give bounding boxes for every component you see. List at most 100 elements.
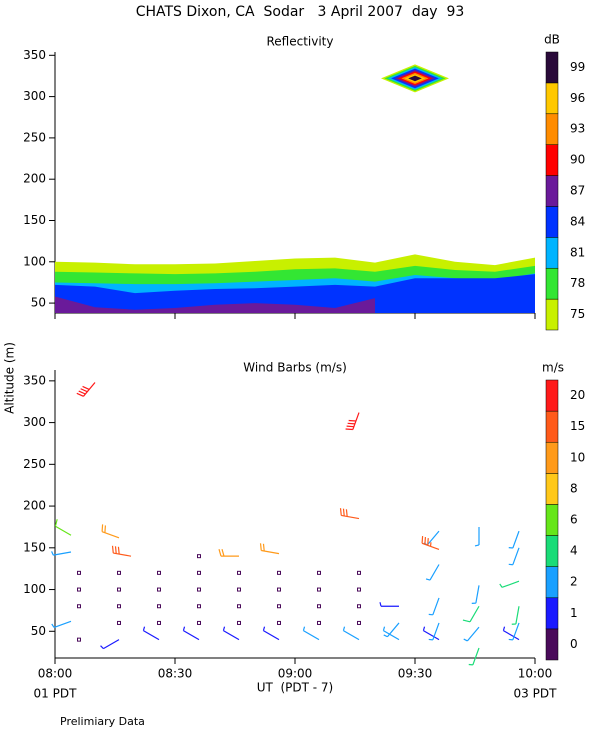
calm-marker	[157, 570, 161, 575]
wind-barb	[511, 606, 520, 625]
calm-marker	[237, 587, 241, 592]
wind-barb	[508, 530, 520, 549]
calm-marker	[357, 620, 361, 625]
wind-barb	[339, 508, 360, 520]
wind-barb	[425, 564, 440, 581]
calm-marker	[317, 604, 321, 609]
wind-barb	[499, 580, 520, 588]
colorbar-swatch	[545, 628, 559, 661]
colorbar-swatch	[545, 597, 559, 630]
y-axis-label: Altitude (m)	[3, 342, 17, 414]
contour-band	[55, 274, 535, 313]
wind-barb	[222, 626, 240, 641]
colorbar-label: 1	[570, 606, 578, 620]
calm-marker	[197, 570, 201, 575]
y-tick-label: 100	[23, 582, 46, 596]
calm-marker	[197, 620, 201, 625]
x-note: 03 PDT	[514, 687, 558, 701]
calm-marker	[117, 587, 121, 592]
panel-title: Wind Barbs (m/s)	[243, 361, 347, 375]
y-tick-label: 250	[23, 130, 46, 144]
y-tick-label: 350	[23, 373, 46, 387]
colorbar-label: 90	[570, 153, 585, 167]
calm-marker	[237, 620, 241, 625]
wind-barb	[508, 547, 520, 566]
wind-barb	[379, 602, 399, 607]
colorbar-label: 93	[570, 122, 585, 136]
x-tick-label: 08:30	[158, 667, 193, 681]
colorbar-swatch	[545, 51, 559, 84]
colorbar-swatch	[545, 237, 559, 269]
wind-barb	[428, 622, 440, 641]
colorbar-label: 2	[570, 575, 578, 589]
colorbar-label: dB	[544, 33, 560, 47]
wind-barb	[422, 626, 440, 641]
colorbar-swatch	[545, 113, 559, 145]
contour-band	[55, 296, 375, 313]
colorbar-swatch	[545, 504, 559, 536]
x-note: 01 PDT	[34, 687, 78, 701]
wind-barb	[382, 626, 400, 641]
wind-barb	[101, 524, 120, 539]
y-tick-label: 50	[31, 624, 46, 638]
calm-marker	[197, 554, 201, 559]
x-tick-label: 10:00	[518, 667, 553, 681]
y-tick-label: 300	[23, 415, 46, 429]
calm-marker	[277, 587, 281, 592]
colorbar-swatch	[545, 298, 559, 331]
x-tick-label: 09:30	[398, 667, 433, 681]
colorbar-swatch	[545, 82, 559, 115]
y-tick-label: 150	[23, 213, 46, 227]
colorbar-label: 4	[570, 544, 578, 558]
page-title: CHATS Dixon, CA Sodar 3 April 2007 day 9…	[136, 4, 465, 20]
x-axis-label: UT (PDT - 7)	[257, 681, 334, 695]
y-tick-label: 50	[31, 296, 46, 310]
wind-barb	[463, 626, 480, 642]
wind-barb	[100, 639, 120, 650]
colorbar-label: m/s	[542, 361, 564, 375]
calm-marker	[277, 604, 281, 609]
wind-barb	[76, 382, 96, 397]
calm-marker	[77, 604, 81, 609]
y-tick-label: 200	[23, 172, 46, 186]
calm-marker	[237, 604, 241, 609]
wind-barb	[468, 647, 480, 666]
calm-marker	[197, 604, 201, 609]
wind-barb	[345, 412, 360, 431]
wind-barb	[302, 626, 320, 641]
calm-marker	[237, 570, 241, 575]
colorbar-label: 6	[570, 513, 578, 527]
calm-marker	[77, 570, 81, 575]
y-tick-label: 150	[23, 540, 46, 554]
colorbar-label: 99	[570, 60, 585, 74]
colorbar-swatch	[545, 175, 559, 207]
panel-title: Reflectivity	[266, 35, 333, 49]
y-tick-label: 250	[23, 457, 46, 471]
wind-barb	[54, 519, 72, 536]
colorbar-swatch	[545, 144, 559, 176]
y-tick-label: 300	[23, 89, 46, 103]
x-tick-label: 09:00	[278, 667, 313, 681]
wind-barb	[471, 585, 480, 604]
calm-marker	[117, 570, 121, 575]
y-tick-label: 350	[23, 48, 46, 62]
colorbar-label: 20	[570, 388, 585, 402]
wind-barb	[142, 626, 160, 641]
wind-barb	[462, 605, 480, 623]
colorbar-swatch	[545, 473, 559, 505]
colorbar-swatch	[545, 410, 559, 443]
calm-marker	[157, 587, 161, 592]
wind-barb	[218, 548, 239, 557]
wind-barb	[342, 626, 360, 641]
calm-marker	[77, 587, 81, 592]
calm-marker	[157, 604, 161, 609]
calm-marker	[117, 620, 121, 625]
x-tick-label: 08:00	[38, 667, 73, 681]
y-tick-label: 100	[23, 254, 46, 268]
calm-marker	[317, 587, 321, 592]
wind-barb	[428, 597, 440, 616]
colorbar-label: 10	[570, 450, 585, 464]
colorbar-swatch	[545, 441, 559, 474]
colorbar-label: 78	[570, 276, 585, 290]
